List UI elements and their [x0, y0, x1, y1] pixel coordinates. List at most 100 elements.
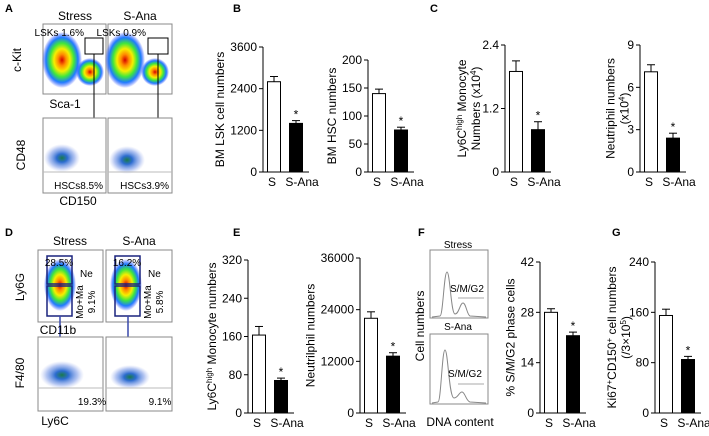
superscript: +: [604, 380, 613, 385]
y-tick-label: 3: [627, 123, 634, 137]
significance: *: [294, 108, 299, 122]
y-tick-label: 3600: [230, 40, 257, 54]
histogram: [431, 271, 487, 318]
density: [109, 146, 145, 174]
label-part: (x10: [617, 101, 631, 125]
label-part: BM HSC numbers: [325, 68, 339, 165]
panel-letter: E: [233, 227, 240, 239]
bar: [681, 359, 695, 414]
y-axis-label: Numbers (x104): [468, 67, 483, 151]
x-tick-label: S: [373, 175, 381, 189]
gate-label: 16.2%: [113, 258, 141, 269]
bar: [364, 317, 378, 414]
label-part: Monocyte: [455, 59, 469, 115]
label-part: ): [469, 67, 483, 71]
label-part: CD150: [605, 342, 619, 380]
histogram: [431, 349, 487, 404]
y-tick-label: 240: [629, 255, 649, 269]
bar: [267, 81, 281, 173]
axis-label: Cell numbers: [413, 291, 427, 362]
axis-label: CD48: [14, 139, 28, 170]
y-tick-label: 1.2: [482, 102, 499, 116]
gate-label: 28.5%: [45, 258, 73, 269]
y-tick-label: 36000: [321, 251, 355, 265]
x-tick-label: S-Ana: [285, 175, 319, 189]
axis-label: DNA content: [426, 415, 494, 429]
density: [110, 365, 150, 389]
gate-label: S/M/G2: [450, 284, 484, 295]
y-tick-label: 50: [349, 137, 363, 151]
y-tick-label: 240: [222, 291, 242, 305]
bar-chart: 0 3 6 9 Neutriphil numbers (x104) S S-Ana *: [603, 38, 696, 189]
group-label: Stress: [444, 240, 472, 251]
bar: [659, 314, 673, 414]
y-tick-label: 0: [492, 165, 499, 179]
panel-letter: B: [233, 3, 241, 15]
x-tick-label: S: [253, 416, 261, 430]
label-part: cell numbers: [605, 266, 619, 337]
gate: [46, 255, 73, 285]
y-axis-label: Ki67+CD150+ cell numbers: [604, 266, 619, 408]
gate-label: Ne: [148, 269, 161, 280]
plot-frame: [429, 333, 489, 405]
density: [105, 32, 145, 88]
bar: [289, 122, 303, 173]
y-tick-label: 0: [250, 165, 257, 179]
x-tick-label: S-Ana: [562, 416, 596, 430]
axis-label: CD11b: [40, 323, 77, 337]
y-tick-label: 200: [342, 53, 362, 67]
gate-label: S/M/G2: [448, 369, 482, 380]
group-label: Stress: [53, 234, 87, 248]
axis-label: F4/80: [13, 357, 27, 388]
x-tick-label: S: [545, 416, 553, 430]
bar: [509, 70, 523, 173]
gate-label: LSKs 1.6%: [35, 28, 85, 39]
x-tick-label: S: [645, 175, 653, 189]
y-tick-label: 9: [627, 38, 634, 52]
label-part: BM LSK cell numbers: [213, 52, 227, 167]
significance: *: [671, 120, 676, 134]
y-tick-label: 0: [627, 165, 634, 179]
label-part: Neutriphil numbers: [603, 58, 617, 159]
label-part: Ly6C: [205, 383, 219, 411]
significance: *: [391, 340, 396, 354]
gate-label: 9.1%: [87, 290, 98, 313]
x-tick-label: S-Ana: [382, 416, 416, 430]
bar: [566, 335, 580, 414]
x-tick-label: S-Ana: [270, 416, 304, 430]
gate-label: 19.3%: [78, 397, 106, 408]
panel-letter: A: [5, 3, 13, 15]
x-tick-label: S: [268, 175, 276, 189]
bar: [644, 71, 658, 173]
y-tick-label: 28: [521, 305, 535, 319]
y-axis-label: BM HSC numbers: [325, 68, 339, 165]
group-label: Stress: [58, 9, 92, 23]
density: [44, 259, 76, 311]
gate: [114, 255, 141, 285]
y-tick-label: 160: [222, 330, 242, 344]
gate-label: 5.8%: [155, 290, 166, 313]
axis-label: CD150: [59, 194, 97, 208]
significance: *: [686, 343, 691, 357]
y-tick-label: 100: [342, 109, 362, 123]
bar: [372, 93, 386, 173]
y-axis-label: (x104): [617, 93, 632, 125]
panel-letter: D: [5, 227, 13, 239]
x-tick-label: S: [365, 416, 373, 430]
gate-label: Mo+Ma: [143, 285, 154, 319]
y-axis-label: BM LSK cell numbers: [213, 52, 227, 167]
x-tick-label: S: [660, 416, 668, 430]
y-axis-label: % S/M/G2 phase cells: [504, 278, 518, 396]
superscript: +: [604, 337, 613, 342]
y-tick-label: 160: [629, 305, 649, 319]
x-tick-label: S: [510, 175, 518, 189]
superscript: 4: [468, 70, 477, 75]
y-axis-label: Ly6Chigh Monocyte: [454, 59, 469, 157]
label-part: ): [617, 93, 631, 97]
gate-label: HSCs3.9%: [120, 181, 169, 192]
y-tick-label: 0: [642, 406, 649, 420]
label-part: ): [619, 316, 633, 320]
x-tick-label: S-Ana: [390, 175, 424, 189]
